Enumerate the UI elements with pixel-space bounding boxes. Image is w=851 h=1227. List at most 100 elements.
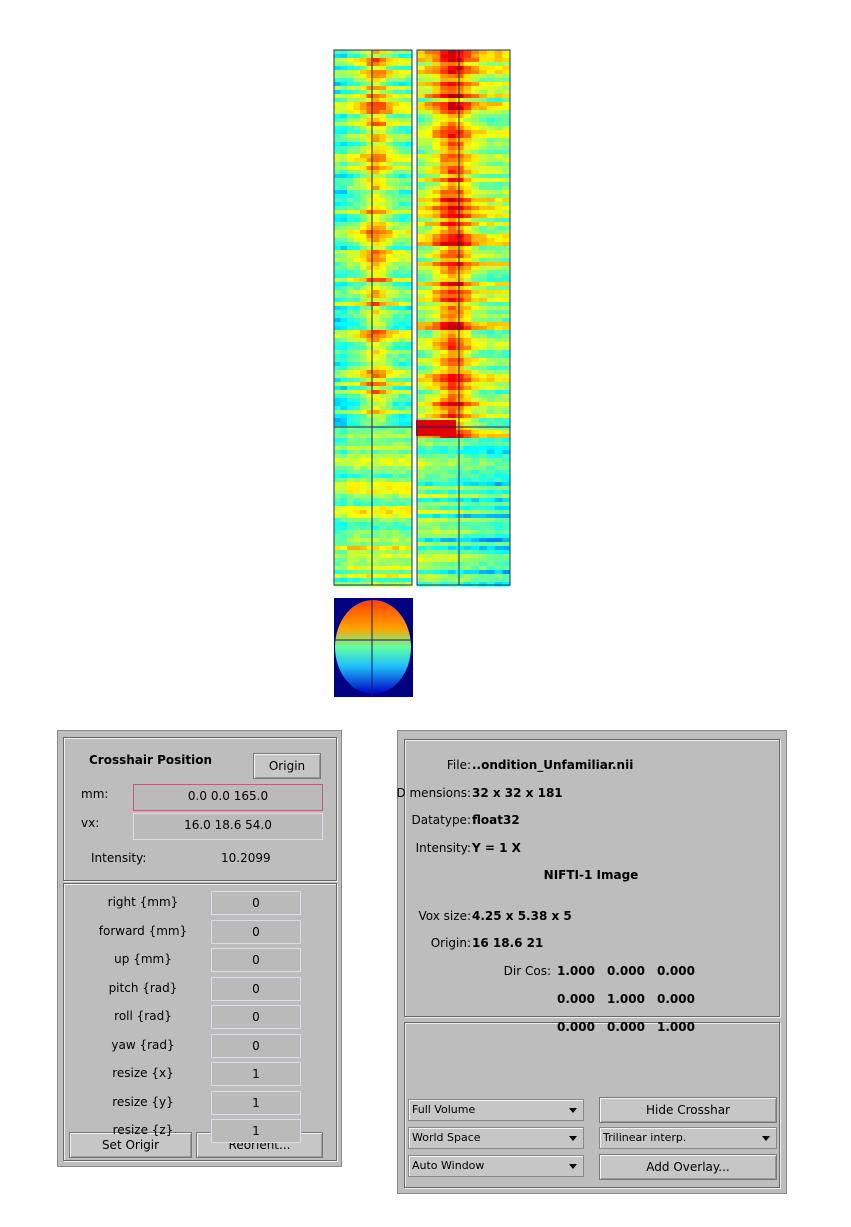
image-pixel: [417, 142, 426, 147]
interp-dropdown[interactable]: Trilinear interp.: [599, 1127, 777, 1149]
image-pixel: [360, 222, 367, 227]
image-pixel: [379, 58, 387, 63]
image-pixel: [440, 62, 449, 67]
image-pixel: [440, 158, 449, 163]
image-pixel: [399, 162, 406, 167]
image-pixel: [379, 154, 387, 159]
image-pixel: [448, 226, 457, 231]
add-overlay-button[interactable]: Add Overlay...: [599, 1154, 777, 1180]
row-field[interactable]: 0: [211, 1005, 301, 1029]
image-pixel: [440, 354, 449, 359]
image-pixel: [448, 466, 457, 471]
image-pixel: [373, 158, 380, 163]
image-pixel: [399, 334, 406, 339]
image-pixel: [366, 222, 374, 227]
image-pixel: [340, 438, 348, 443]
image-pixel: [392, 278, 400, 283]
image-pixel: [424, 318, 433, 323]
image-pixel: [440, 506, 449, 511]
image-pixel: [366, 302, 374, 307]
image-pixel: [448, 250, 457, 255]
image-pixel: [494, 222, 503, 227]
row-field[interactable]: 0: [211, 976, 301, 1001]
image-pixel: [360, 302, 367, 307]
row-field[interactable]: 0: [211, 948, 301, 972]
row-field[interactable]: 0: [211, 919, 301, 944]
image-pixel: [353, 338, 361, 343]
image-pixel: [455, 438, 464, 443]
image-pixel: [379, 166, 387, 171]
image-pixel: [424, 166, 433, 171]
image-pixel: [471, 222, 480, 227]
image-pixel: [353, 146, 361, 151]
dropdown[interactable]: Auto Window: [408, 1155, 584, 1177]
image-pixel: [392, 298, 400, 303]
image-pixel: [424, 410, 433, 415]
image-pixel: [463, 58, 472, 63]
image-pixel: [386, 74, 393, 79]
image-pixel: [502, 202, 511, 207]
image-pixel: [379, 406, 387, 411]
image-pixel: [392, 514, 400, 519]
image-pixel: [424, 86, 433, 91]
image-pixel: [373, 502, 380, 507]
row-field[interactable]: 1: [211, 1090, 301, 1115]
hide-crosshair-button[interactable]: Hide Crosshar: [599, 1097, 777, 1123]
image-pixel: [448, 254, 457, 259]
image-pixel: [347, 494, 354, 499]
image-pixel: [399, 546, 406, 551]
image-pixel: [399, 122, 406, 127]
image-pixel: [340, 294, 348, 299]
origin-button[interactable]: Origin: [253, 753, 321, 779]
image-pixel: [334, 538, 341, 543]
image-pixel: [417, 386, 426, 391]
image-pixel: [486, 118, 495, 123]
image-pixel: [424, 50, 433, 55]
set-origin-button[interactable]: Set Origir: [69, 1132, 192, 1158]
image-pixel: [424, 94, 433, 99]
image-pixel: [432, 330, 441, 335]
row-field[interactable]: 1: [211, 1062, 301, 1086]
image-pixel: [471, 482, 480, 487]
image-pixel: [373, 478, 380, 483]
image-pixel: [340, 130, 348, 135]
image-pixel: [405, 126, 413, 131]
image-pixel: [432, 202, 441, 207]
image-pixel: [366, 126, 374, 131]
row-field[interactable]: 0: [211, 891, 301, 915]
image-pixel: [479, 186, 488, 191]
image-pixel: [353, 462, 361, 467]
image-pixel: [502, 274, 511, 279]
image-pixel: [353, 530, 361, 535]
image-pixel: [455, 110, 464, 115]
image-pixel: [479, 74, 488, 79]
mm-field[interactable]: 0.0 0.0 165.0: [133, 784, 323, 811]
image-pixel: [494, 526, 503, 531]
dropdown[interactable]: Full Volume: [408, 1099, 584, 1121]
image-pixel: [455, 430, 464, 435]
image-pixel: [455, 130, 464, 135]
dropdown[interactable]: World Space: [408, 1127, 584, 1149]
image-pixel: [386, 238, 393, 243]
image-pixel: [366, 234, 374, 239]
row-field[interactable]: 1: [211, 1119, 301, 1143]
image-pixel: [486, 570, 495, 575]
image-pixel: [479, 350, 488, 355]
image-pixel: [353, 86, 361, 91]
group-title: Crosshair Position: [89, 753, 213, 767]
image-pixel: [479, 530, 488, 535]
image-pixel: [502, 298, 511, 303]
image-pixel: [455, 562, 464, 567]
image-pixel: [399, 522, 406, 527]
image-pixel: [494, 422, 503, 427]
image-pixel: [440, 442, 449, 447]
image-pixel: [494, 518, 503, 523]
image-pixel: [386, 306, 393, 311]
image-pixel: [373, 126, 380, 131]
image-pixel: [486, 66, 495, 71]
row-field[interactable]: 0: [211, 1033, 301, 1058]
image-pixel: [353, 114, 361, 119]
image-pixel: [366, 402, 374, 407]
image-pixel: [455, 350, 464, 355]
image-pixel: [455, 74, 464, 79]
